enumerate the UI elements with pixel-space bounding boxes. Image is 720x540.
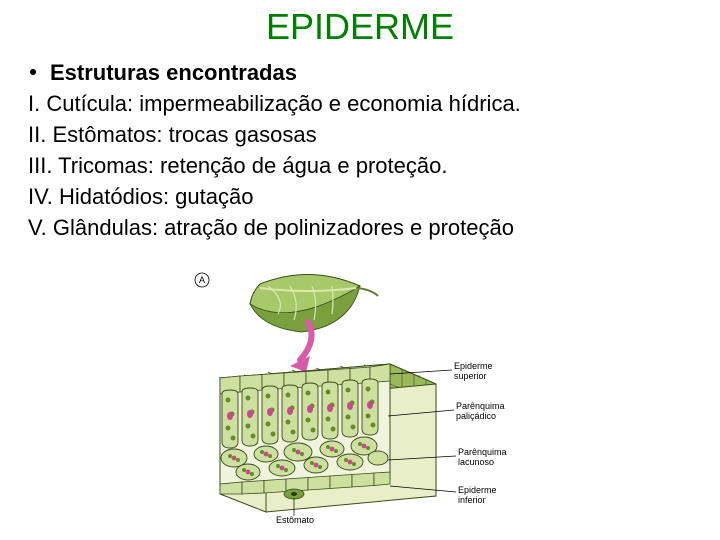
label-epiderme-superior: Epidermesuperior: [454, 362, 493, 382]
bullet-dot-icon: [30, 69, 36, 75]
slide-title: EPIDERME: [0, 6, 720, 48]
slide: EPIDERME Estruturas encontradas I. Cutíc…: [0, 6, 720, 540]
bullet-row: Estruturas encontradas: [28, 58, 692, 87]
label-parenquima-palicadico: Parênquimapaliçádico: [456, 402, 505, 422]
list-item: III. Tricomas: retenção de água e proteç…: [28, 151, 692, 180]
leaf-icon: [250, 274, 378, 332]
list-item: V. Glândulas: atração de polinizadores e…: [28, 213, 692, 242]
panel-marker: A: [199, 275, 205, 285]
content-block: Estruturas encontradas I. Cutícula: impe…: [0, 58, 720, 242]
list-item: II. Estômatos: trocas gasosas: [28, 120, 692, 149]
tissue-block: [220, 364, 456, 516]
label-epiderme-inferior: Epidermeinferior: [458, 486, 497, 506]
label-estomato: Estômato: [276, 516, 314, 526]
leaf-cross-section-figure: A: [190, 266, 530, 526]
label-parenquima-lacunoso: Parênquimalacunoso: [458, 448, 507, 468]
list-item: I. Cutícula: impermeabilização e economi…: [28, 89, 692, 118]
list-item: IV. Hidatódios: gutação: [28, 182, 692, 211]
bullet-heading: Estruturas encontradas: [50, 58, 297, 87]
stoma-icon: [284, 489, 304, 499]
